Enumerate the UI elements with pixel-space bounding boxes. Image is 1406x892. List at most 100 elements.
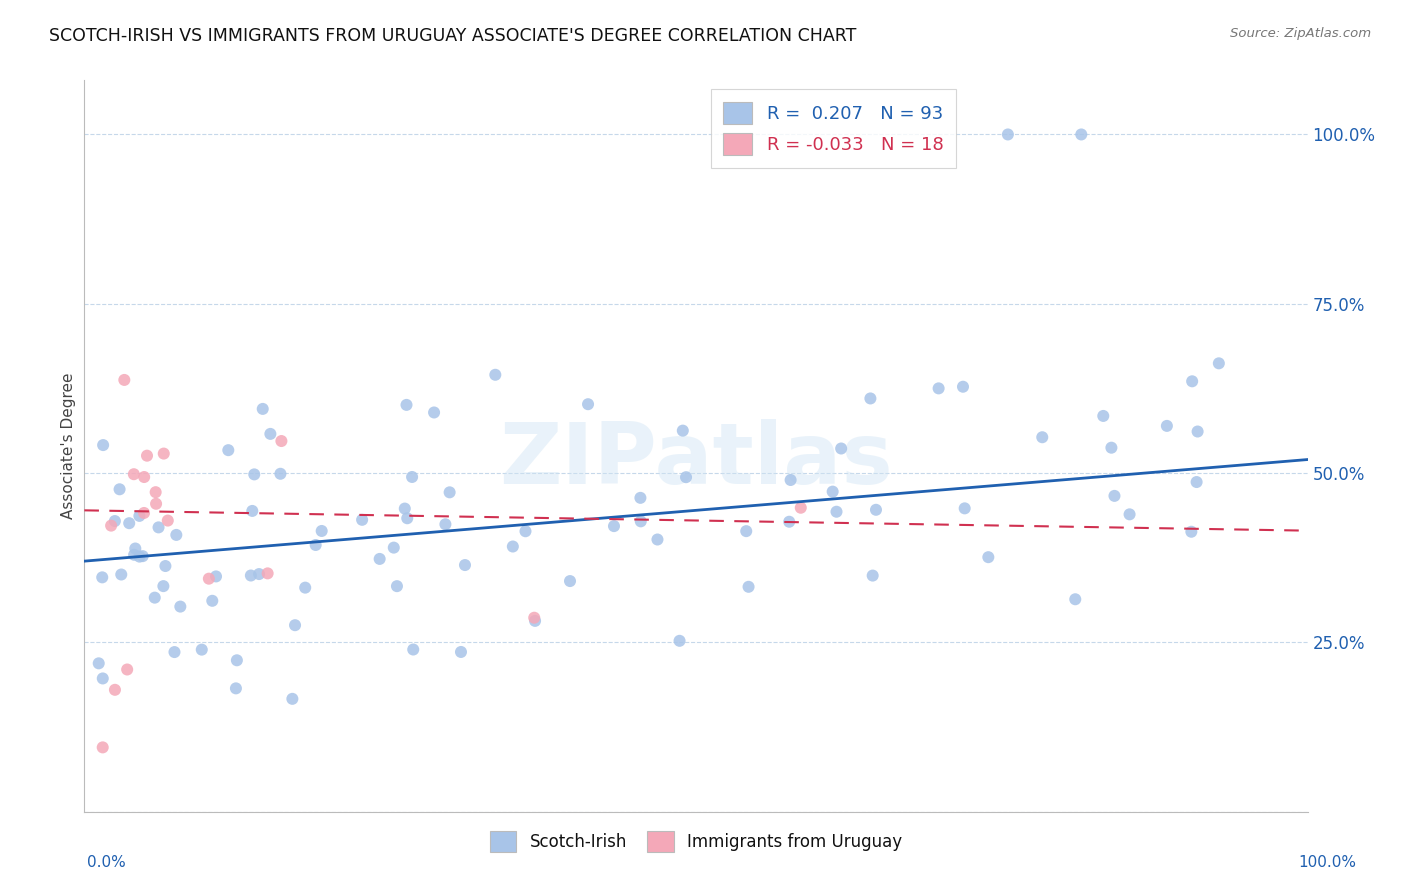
Point — [558, 574, 581, 588]
Point — [450, 645, 472, 659]
Point — [91, 570, 114, 584]
Point — [1031, 430, 1053, 444]
Point — [830, 442, 852, 456]
Point — [668, 633, 690, 648]
Point — [247, 567, 270, 582]
Point — [576, 397, 599, 411]
Point — [100, 518, 122, 533]
Text: SCOTCH-IRISH VS IMMIGRANTS FROM URUGUAY ASSOCIATE'S DEGREE CORRELATION CHART: SCOTCH-IRISH VS IMMIGRANTS FROM URUGUAY … — [49, 27, 856, 45]
Point — [205, 569, 228, 583]
Point — [225, 653, 247, 667]
Point — [1208, 356, 1230, 370]
Point — [779, 473, 801, 487]
Point — [87, 657, 110, 671]
Point — [603, 519, 626, 533]
Point — [484, 368, 506, 382]
Point — [128, 549, 150, 564]
Point — [115, 663, 138, 677]
Point — [243, 467, 266, 482]
Point — [997, 128, 1019, 142]
Point — [672, 424, 695, 438]
Text: Source: ZipAtlas.com: Source: ZipAtlas.com — [1230, 27, 1371, 40]
Text: 0.0%: 0.0% — [87, 855, 127, 870]
Point — [145, 485, 167, 500]
Point — [252, 401, 274, 416]
Point — [737, 580, 759, 594]
Point — [132, 506, 155, 520]
Point — [128, 508, 150, 523]
Point — [928, 381, 950, 395]
Point — [735, 524, 758, 538]
Point — [145, 497, 167, 511]
Point — [977, 550, 1000, 565]
Point — [859, 392, 882, 406]
Point — [402, 642, 425, 657]
Point — [952, 380, 974, 394]
Point — [136, 449, 159, 463]
Point — [862, 568, 884, 582]
Point — [502, 540, 524, 554]
Text: ZIPatlas: ZIPatlas — [499, 419, 893, 502]
Point — [122, 467, 145, 482]
Point — [270, 434, 292, 448]
Point — [515, 524, 537, 539]
Point — [423, 405, 446, 419]
Point — [821, 484, 844, 499]
Point — [152, 446, 174, 460]
Point — [523, 611, 546, 625]
Point — [118, 516, 141, 531]
Point — [110, 567, 132, 582]
Point — [1156, 418, 1178, 433]
Point — [91, 672, 114, 686]
Point — [269, 467, 291, 481]
Point — [396, 511, 419, 525]
Point — [163, 645, 186, 659]
Point — [628, 491, 651, 505]
Point — [155, 559, 177, 574]
Point — [281, 691, 304, 706]
Point — [104, 682, 127, 697]
Point — [1180, 524, 1202, 539]
Point — [112, 373, 135, 387]
Point — [91, 740, 114, 755]
Point — [1064, 592, 1087, 607]
Point — [1118, 508, 1140, 522]
Point — [191, 642, 214, 657]
Point — [1181, 374, 1204, 388]
Point — [152, 579, 174, 593]
Point — [524, 614, 547, 628]
Point — [91, 438, 114, 452]
Point — [439, 485, 461, 500]
Legend: Scotch-Irish, Immigrants from Uruguay: Scotch-Irish, Immigrants from Uruguay — [484, 824, 908, 858]
Point — [1185, 475, 1208, 489]
Point — [143, 591, 166, 605]
Point — [1092, 409, 1115, 423]
Point — [1104, 489, 1126, 503]
Point — [305, 538, 328, 552]
Point — [131, 549, 153, 563]
Point — [352, 513, 374, 527]
Point — [395, 398, 418, 412]
Point — [124, 541, 146, 556]
Point — [165, 528, 187, 542]
Point — [198, 572, 221, 586]
Point — [675, 470, 697, 484]
Point — [385, 579, 408, 593]
Point — [382, 541, 405, 555]
Point — [790, 500, 813, 515]
Text: 100.0%: 100.0% — [1299, 855, 1357, 870]
Point — [778, 515, 800, 529]
Point — [225, 681, 247, 696]
Point — [647, 533, 669, 547]
Point — [240, 504, 263, 518]
Point — [217, 443, 239, 458]
Point — [284, 618, 307, 632]
Point — [630, 514, 652, 528]
Point — [401, 470, 423, 484]
Point — [368, 552, 391, 566]
Point — [108, 483, 131, 497]
Point — [434, 517, 457, 532]
Point — [1187, 425, 1209, 439]
Point — [134, 470, 156, 484]
Point — [1099, 441, 1122, 455]
